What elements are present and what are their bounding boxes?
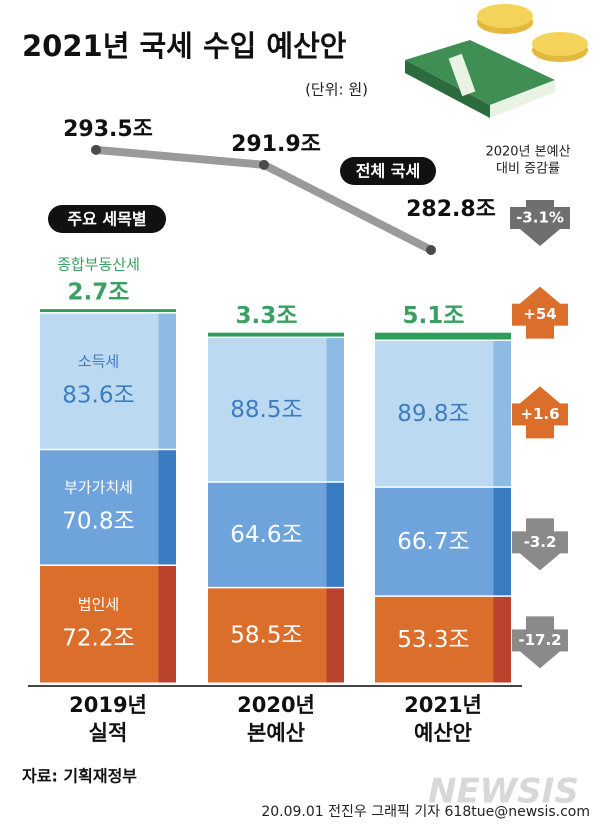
badge-bg [48,205,166,233]
total-name-bg [340,157,436,185]
series-name: 종합부동산세 [57,256,140,274]
value-label: 66.7조 [397,529,469,555]
change-label-bg [512,531,568,554]
total-point [91,144,101,155]
value-label: 5.1조 [403,303,465,329]
x-tick-label: 2021년 [404,693,482,717]
value-label: 58.5조 [230,623,302,649]
chart-title: 2021년 국세 수입 예산안 [22,29,347,63]
total-label: 282.8조 [406,197,496,222]
bar-segment [375,332,511,340]
change-title: 2020년 본예산 [485,145,570,160]
change-label: +1.6 [520,405,559,423]
bar-segment [40,309,176,313]
change-title: 대비 증감률 [496,162,560,177]
unit: (단위: 원) [305,81,368,99]
money-illustration [405,4,588,118]
bar-segment [208,482,344,587]
x-tick-label: 2020년 [237,693,315,717]
x-tick-label: 본예산 [247,721,305,745]
value-label: 88.5조 [230,397,302,423]
bar-segment [375,596,511,683]
total-point [259,159,269,170]
total-label: 293.5조 [63,117,153,142]
bar-segment [40,313,176,449]
change-label: -3.1% [516,209,564,227]
change-label-bg [512,403,568,426]
total-name: 전체 국세 [356,162,420,181]
value-label: 53.3조 [397,627,469,653]
bar-segment [208,588,344,683]
source: 자료: 기획재정부 [22,767,137,786]
value-label: 83.6조 [62,382,134,408]
x-tick-label: 예산안 [414,721,472,745]
series-name: 법인세 [78,595,119,613]
value-label: 3.3조 [236,303,298,329]
bar-segment [208,332,344,337]
change-label: -17.2 [518,631,561,649]
watermark: NEWSIS [428,772,579,812]
value-label: 2.7조 [68,280,130,306]
bar-segment [375,487,511,596]
series-name: 부가가치세 [64,479,133,497]
x-tick-label: 실적 [89,721,128,745]
value-label: 70.8조 [62,509,134,535]
total-label: 291.9조 [231,132,321,157]
bar-segment [208,338,344,482]
bar-segment [40,450,176,565]
change-label: -3.2 [524,533,557,551]
change-label: +54 [523,305,556,323]
change-label-bg [510,207,570,229]
x-tick-label: 2019년 [69,693,147,717]
badge: 주요 세목별 [67,210,146,229]
change-label-bg [512,303,568,326]
credit: 20.09.01 전진우 그래픽 기자 618tue@newsis.com [261,804,590,820]
value-label: 64.6조 [230,522,302,548]
change-label-bg [512,629,568,652]
value-label: 89.8조 [397,401,469,427]
total-point [426,244,436,255]
bar-segment [375,341,511,487]
value-label: 72.2조 [62,625,134,651]
series-name: 소득세 [78,352,119,370]
bar-segment [40,565,176,683]
